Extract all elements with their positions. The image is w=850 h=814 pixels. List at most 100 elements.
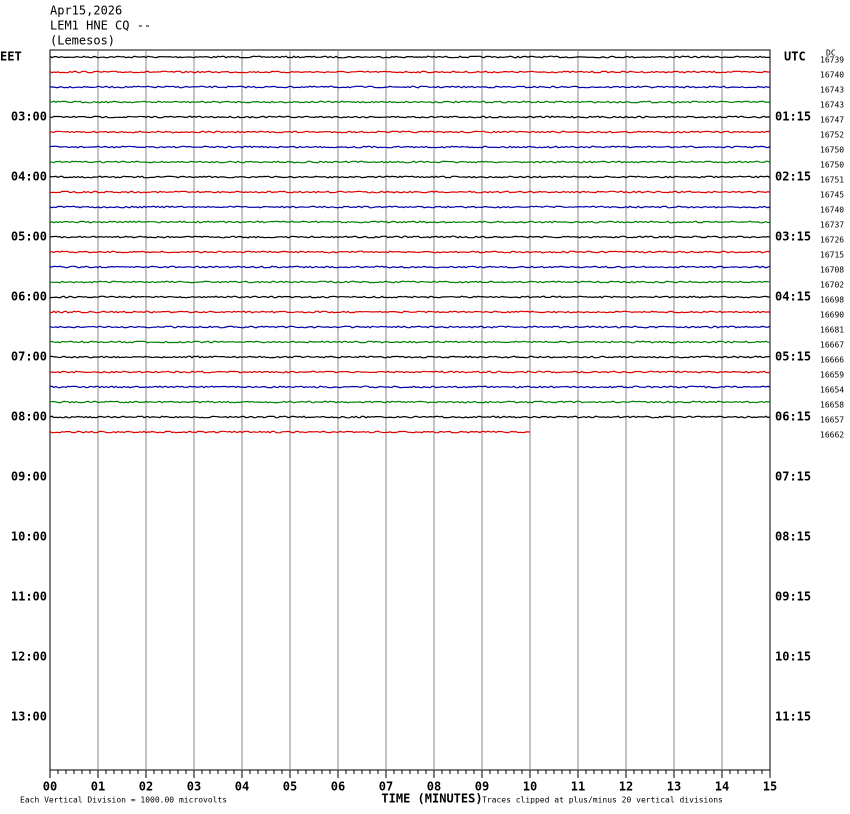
left-time: 12:00	[11, 650, 47, 664]
dc-value: 16752	[820, 131, 844, 140]
dc-value: 16740	[820, 206, 844, 215]
dc-value: 16702	[820, 281, 844, 290]
trace	[49, 325, 771, 329]
dc-value: 16737	[820, 221, 844, 230]
station: LEM1 HNE CQ --	[50, 19, 151, 33]
dc-value: 16751	[820, 176, 844, 185]
footer-left: Each Vertical Division = 1000.00 microvo…	[20, 796, 227, 805]
dc-value: 16750	[820, 161, 844, 170]
trace	[49, 415, 771, 419]
dc-value: 16739	[820, 56, 844, 65]
right-time: 08:15	[775, 530, 811, 544]
minute-label: 15	[763, 780, 777, 794]
left-time: 05:00	[11, 230, 47, 244]
right-time: 03:15	[775, 230, 811, 244]
right-time: 01:15	[775, 110, 811, 124]
trace	[49, 430, 531, 434]
dc-heading: DC	[826, 49, 836, 58]
trace	[49, 355, 771, 359]
trace	[49, 190, 771, 194]
dc-value: 16657	[820, 416, 844, 425]
dc-value: 16726	[820, 236, 844, 245]
dc-value: 16666	[820, 356, 844, 365]
trace	[49, 85, 771, 89]
minute-label: 08	[427, 780, 441, 794]
left-time: 10:00	[11, 530, 47, 544]
dc-value: 16708	[820, 266, 844, 275]
left-time: 04:00	[11, 170, 47, 184]
trace	[49, 220, 771, 224]
x-title: TIME (MINUTES)	[381, 792, 482, 806]
minute-label: 01	[91, 780, 105, 794]
dc-value: 16715	[820, 251, 844, 260]
trace	[49, 235, 771, 239]
trace	[49, 160, 771, 164]
left-time: 13:00	[11, 710, 47, 724]
minute-label: 14	[715, 780, 729, 794]
dc-value: 16740	[820, 71, 844, 80]
minute-label: 12	[619, 780, 633, 794]
dc-value: 16745	[820, 191, 844, 200]
trace	[49, 205, 771, 209]
left-time: 07:00	[11, 350, 47, 364]
dc-value: 16698	[820, 296, 844, 305]
dc-value: 16658	[820, 401, 844, 410]
trace	[49, 340, 771, 344]
minute-label: 13	[667, 780, 681, 794]
left-zone: EET	[0, 50, 22, 64]
date: Apr15,2026	[50, 4, 122, 18]
trace	[49, 145, 771, 149]
dc-value: 16743	[820, 86, 844, 95]
right-zone: UTC	[784, 50, 806, 64]
right-time: 05:15	[775, 350, 811, 364]
trace	[49, 295, 770, 299]
minute-label: 07	[379, 780, 393, 794]
right-time: 04:15	[775, 290, 811, 304]
left-time: 08:00	[11, 410, 47, 424]
trace	[49, 175, 771, 179]
minute-label: 03	[187, 780, 201, 794]
dc-value: 16659	[820, 371, 844, 380]
right-time: 11:15	[775, 710, 811, 724]
dc-value: 16667	[820, 341, 844, 350]
trace	[49, 70, 771, 74]
minute-label: 10	[523, 780, 537, 794]
dc-value: 16747	[820, 116, 844, 125]
trace	[49, 55, 771, 59]
minute-label: 06	[331, 780, 345, 794]
minute-label: 09	[475, 780, 489, 794]
trace	[49, 250, 771, 254]
trace	[49, 370, 771, 374]
dc-value: 16681	[820, 326, 844, 335]
dc-value: 16654	[820, 386, 844, 395]
minute-label: 02	[139, 780, 153, 794]
right-time: 02:15	[775, 170, 811, 184]
left-time: 09:00	[11, 470, 47, 484]
right-time: 06:15	[775, 410, 811, 424]
minute-label: 11	[571, 780, 585, 794]
trace	[49, 385, 771, 389]
minute-label: 05	[283, 780, 297, 794]
right-time: 09:15	[775, 590, 811, 604]
left-time: 06:00	[11, 290, 47, 304]
plot-frame	[49, 49, 771, 771]
left-time: 03:00	[11, 110, 47, 124]
right-time: 10:15	[775, 650, 811, 664]
trace	[49, 400, 771, 404]
trace	[50, 130, 771, 134]
footer-right: Traces clipped at plus/minus 20 vertical…	[482, 796, 723, 805]
location: (Lemesos)	[50, 34, 115, 48]
trace	[49, 115, 771, 119]
trace	[49, 310, 771, 314]
dc-value: 16743	[820, 101, 844, 110]
dc-value: 16690	[820, 311, 844, 320]
minute-label: 04	[235, 780, 249, 794]
trace	[49, 100, 771, 104]
right-time: 07:15	[775, 470, 811, 484]
minute-label: 00	[43, 780, 57, 794]
trace	[49, 280, 771, 284]
trace	[49, 265, 771, 269]
left-time: 11:00	[11, 590, 47, 604]
dc-value: 16750	[820, 146, 844, 155]
